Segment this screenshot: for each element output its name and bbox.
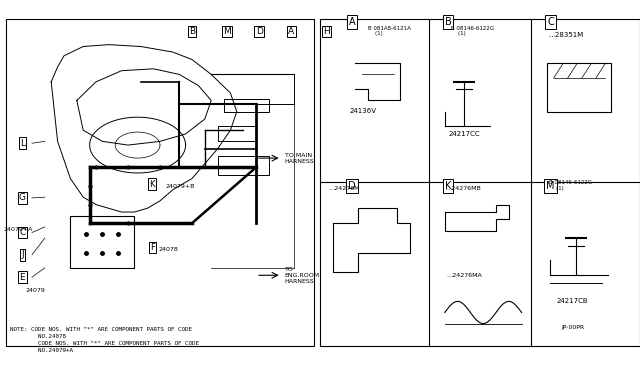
Text: H: H bbox=[323, 27, 330, 36]
Text: B 081A8-6121A
    (1): B 081A8-6121A (1) bbox=[368, 26, 411, 36]
Bar bbox=[218, 156, 269, 175]
Text: M: M bbox=[223, 27, 231, 36]
Text: NOTE: CODE NOS. WITH "*" ARE COMPONENT PARTS OF CODE
        NO.24078
        CO: NOTE: CODE NOS. WITH "*" ARE COMPONENT P… bbox=[10, 327, 198, 353]
Text: K: K bbox=[150, 180, 155, 189]
Text: 24079+A: 24079+A bbox=[3, 227, 33, 232]
Bar bbox=[6, 19, 314, 346]
Bar bbox=[70, 216, 134, 268]
Text: TO
ENG.ROOM
HARNESS: TO ENG.ROOM HARNESS bbox=[285, 267, 320, 284]
Text: JP·00PR: JP·00PR bbox=[561, 325, 584, 330]
Text: D: D bbox=[256, 27, 262, 36]
Text: …24276M: …24276M bbox=[328, 186, 360, 191]
Text: E: E bbox=[20, 273, 25, 282]
Text: 24217CB: 24217CB bbox=[557, 298, 589, 304]
Text: D: D bbox=[348, 181, 356, 191]
Text: 24079+B: 24079+B bbox=[165, 184, 195, 189]
Text: C: C bbox=[547, 17, 554, 27]
Text: B 08146-6122G
    (1): B 08146-6122G (1) bbox=[451, 26, 494, 36]
Text: 24079: 24079 bbox=[26, 288, 45, 293]
Bar bbox=[218, 126, 256, 141]
Text: 24136V: 24136V bbox=[349, 109, 376, 115]
Text: 24078: 24078 bbox=[159, 247, 179, 252]
Text: B: B bbox=[189, 27, 195, 36]
Text: F: F bbox=[150, 243, 155, 252]
Text: TO MAIN
HARNESS: TO MAIN HARNESS bbox=[285, 153, 314, 164]
Bar bbox=[224, 99, 269, 112]
Text: K: K bbox=[445, 181, 451, 191]
Text: …24276MA: …24276MA bbox=[447, 273, 483, 278]
Text: A: A bbox=[288, 27, 294, 36]
Text: C: C bbox=[19, 228, 26, 237]
Text: A: A bbox=[349, 17, 355, 27]
Text: …24276MB: …24276MB bbox=[445, 186, 481, 191]
Text: …28351M: …28351M bbox=[548, 32, 583, 38]
Text: M: M bbox=[546, 181, 555, 191]
Text: 24217CC: 24217CC bbox=[448, 131, 480, 137]
Text: B 08146-6122G
    (1): B 08146-6122G (1) bbox=[549, 180, 592, 191]
Text: G: G bbox=[19, 193, 26, 202]
Bar bbox=[547, 63, 611, 112]
Text: B: B bbox=[445, 17, 451, 27]
Text: L: L bbox=[20, 139, 25, 148]
Text: J: J bbox=[21, 250, 24, 259]
